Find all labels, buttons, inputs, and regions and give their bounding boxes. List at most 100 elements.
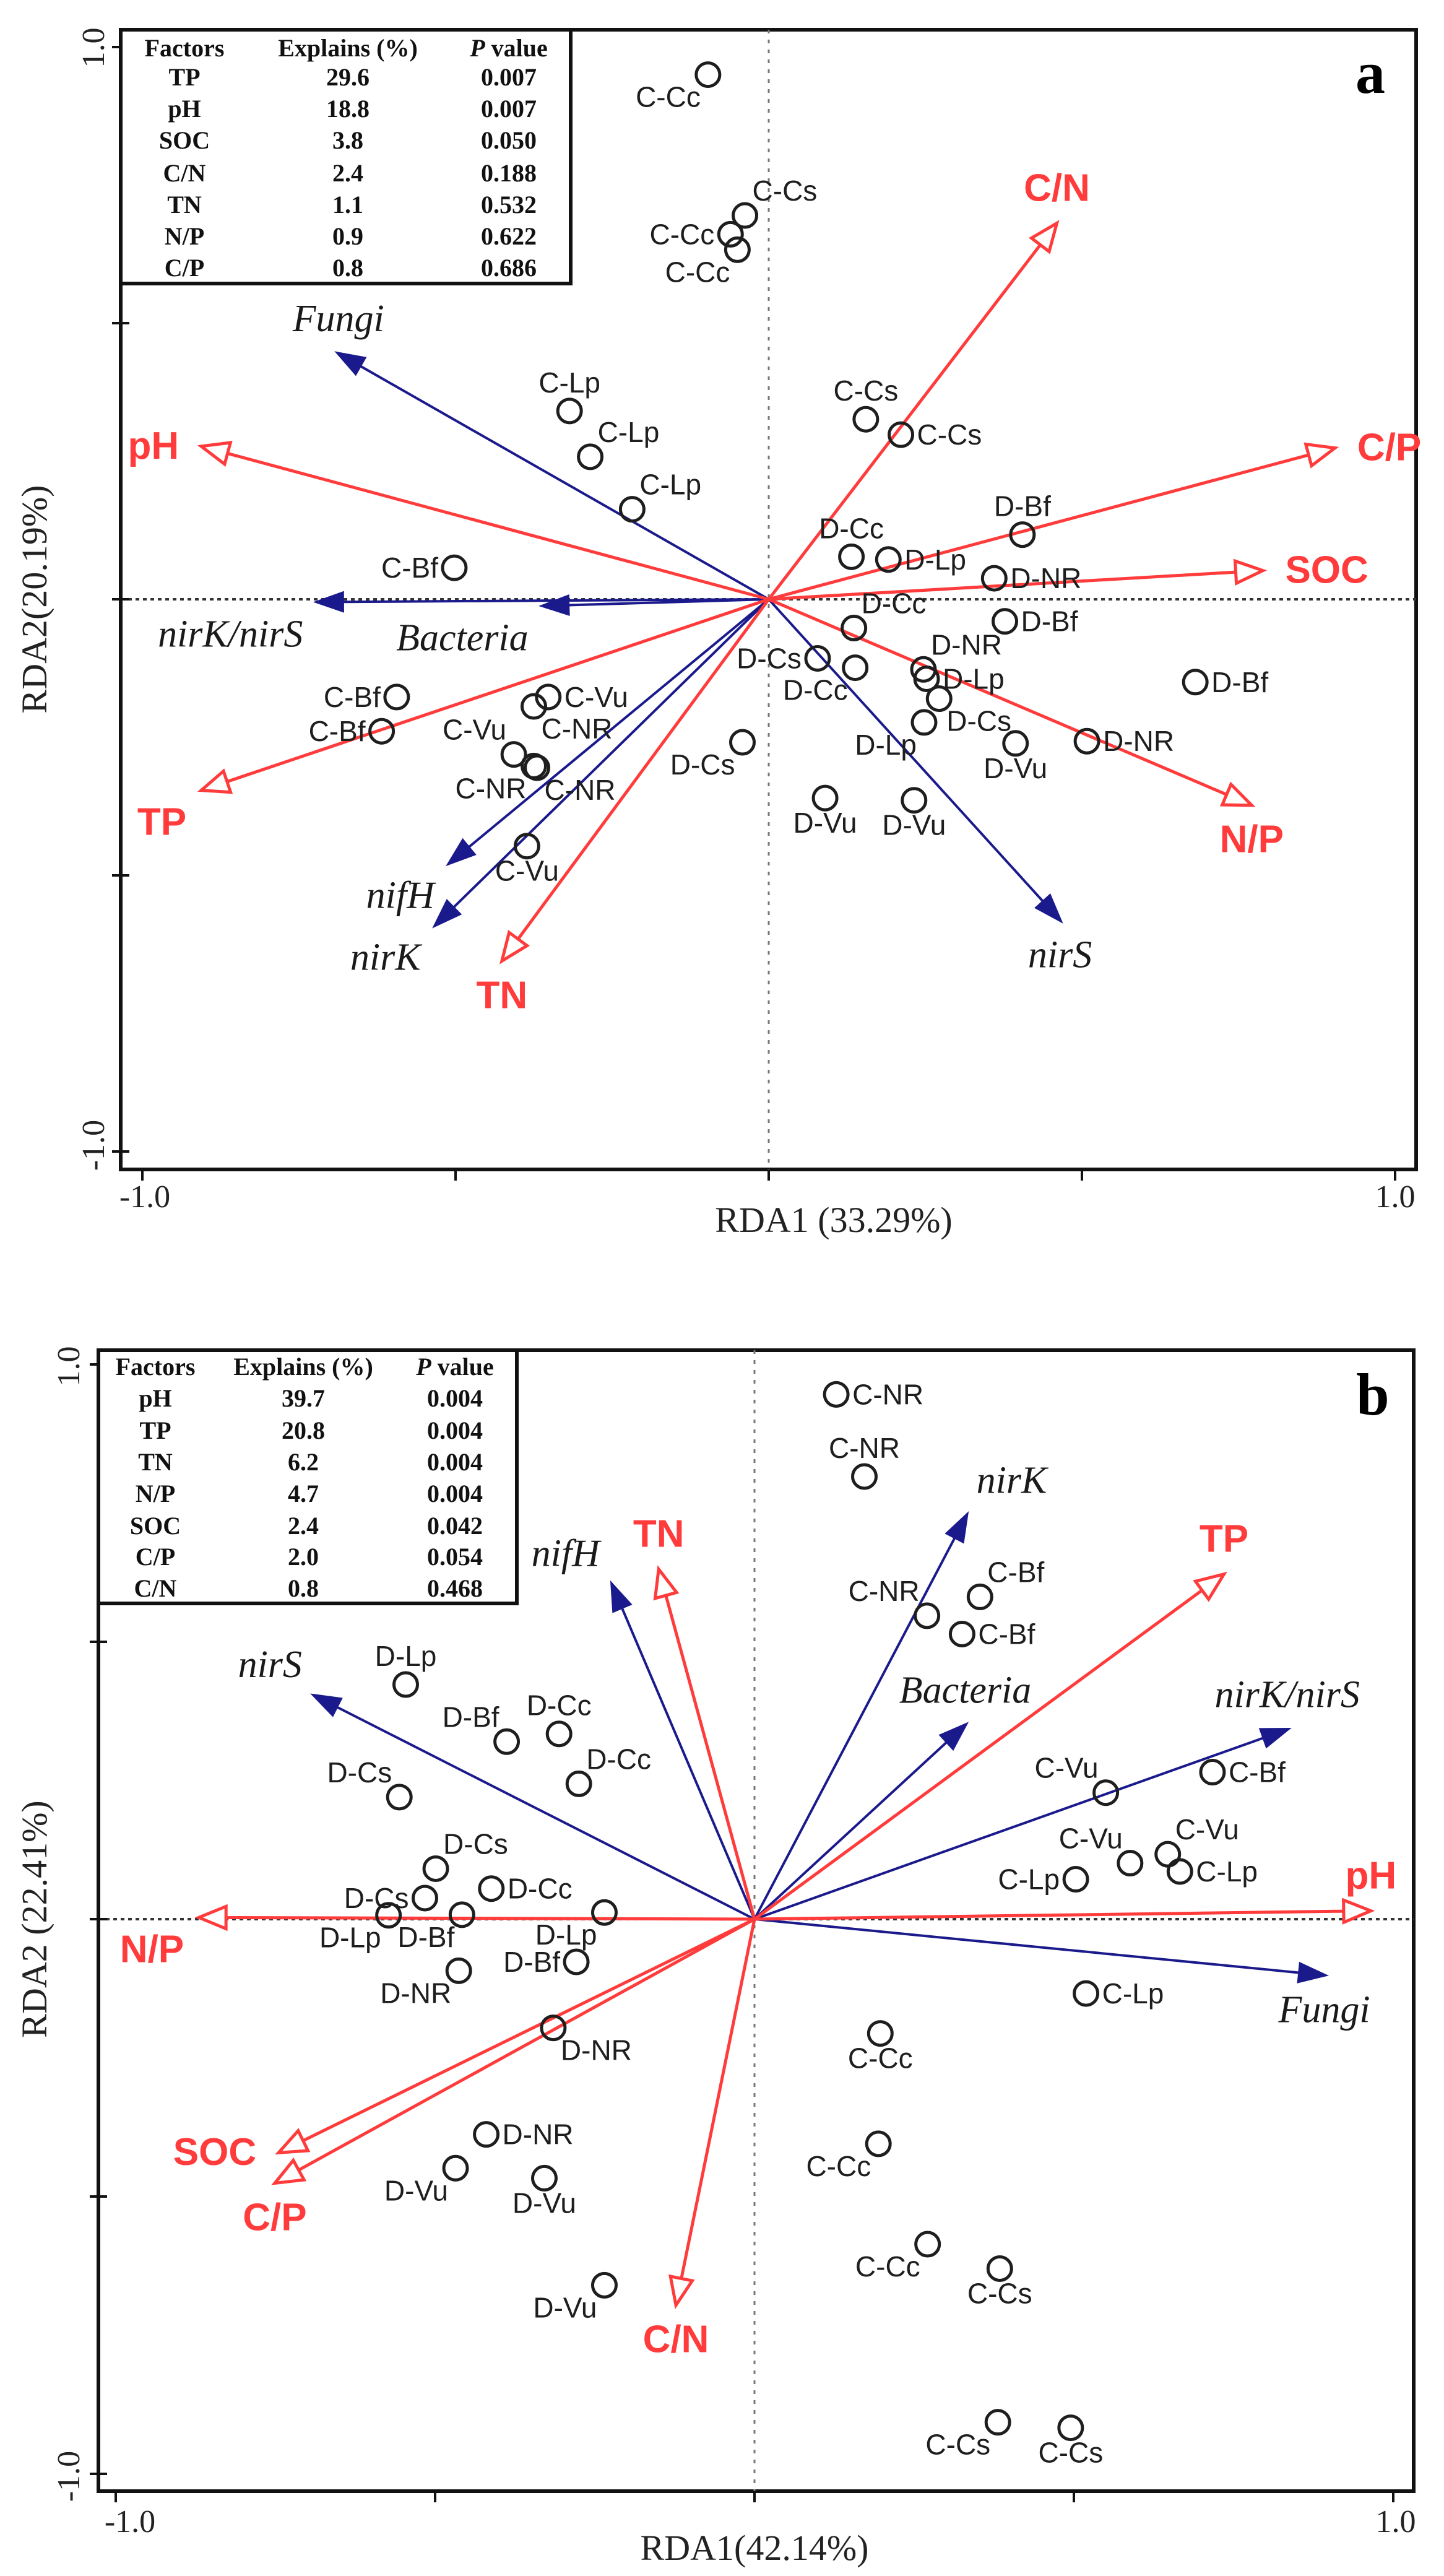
arrow-head xyxy=(432,899,462,929)
species-arrow-bacteria: Bacteria xyxy=(753,1669,1031,1920)
table-cell: TP xyxy=(168,63,200,91)
site-point: D-Lp xyxy=(875,544,966,576)
arrow-label: nirS xyxy=(1028,934,1092,976)
site-marker xyxy=(992,608,1019,635)
arrow-shaft xyxy=(342,598,769,604)
arrow-head xyxy=(938,1722,969,1751)
table-cell: 6.2 xyxy=(288,1448,319,1476)
environment-arrow-n-p: N/P xyxy=(120,1904,755,1971)
site-marker xyxy=(948,1620,975,1647)
site-label: C-Vu xyxy=(1034,1752,1098,1784)
site-marker xyxy=(966,1583,993,1610)
arrow-shaft xyxy=(753,1589,1203,1921)
table-cell: 0.050 xyxy=(481,126,537,154)
table-cell: 0.686 xyxy=(481,254,537,282)
arrow-label: SOC xyxy=(173,2131,256,2174)
arrow-shaft xyxy=(754,1737,1265,1920)
site-marker xyxy=(563,1948,590,1975)
arrow-shaft xyxy=(302,1917,756,2143)
site-label: C-Vu xyxy=(1059,1823,1123,1855)
site-marker xyxy=(914,2231,941,2258)
site-point: C-Cc xyxy=(848,2020,913,2075)
table-cell: 2.0 xyxy=(288,1543,319,1571)
arrow-shaft xyxy=(664,1595,756,1920)
table-cell: 0.8 xyxy=(332,254,363,282)
site-point: C-Lp xyxy=(1073,1977,1164,2010)
arrow-shaft xyxy=(754,1909,1344,1921)
site-point: D-Cc xyxy=(565,1743,651,1797)
site-label: C-Cc xyxy=(665,256,730,288)
site-label: C-Vu xyxy=(564,681,628,713)
site-marker xyxy=(473,2121,500,2148)
species-arrow-nifh: nifH xyxy=(532,1533,756,1920)
site-label: C-Vu xyxy=(1175,1813,1239,1845)
site-label: C-NR xyxy=(545,774,616,806)
arrow-label: C/N xyxy=(643,2318,709,2361)
site-marker xyxy=(986,2255,1013,2282)
arrow-head xyxy=(334,351,367,376)
site-marker xyxy=(914,1602,941,1629)
arrow-label: Fungi xyxy=(292,298,384,340)
table-cell: 20.8 xyxy=(282,1416,325,1444)
arrow-head xyxy=(446,838,477,867)
site-point: D-Cs xyxy=(670,729,756,781)
species-arrow-nirk-nirs: nirK/nirS xyxy=(754,1674,1360,1920)
arrow-label: nirK/nirS xyxy=(158,613,303,655)
site-point: D-NR xyxy=(910,628,1002,683)
site-label: D-Vu xyxy=(793,807,857,839)
site-marker xyxy=(500,741,527,768)
site-point: C-Bf xyxy=(1199,1756,1286,1789)
arrow-label: C/P xyxy=(243,2196,306,2239)
table-cell: 0.007 xyxy=(481,63,537,91)
site-point: C-Cs xyxy=(833,375,898,433)
arrow-head xyxy=(1297,1961,1329,1984)
site-label: D-Vu xyxy=(882,809,946,841)
site-marker xyxy=(852,405,880,433)
site-marker xyxy=(478,1875,505,1902)
site-marker xyxy=(980,565,1008,592)
site-marker xyxy=(875,546,902,573)
x-tick-label: -1.0 xyxy=(105,2504,155,2539)
site-marker xyxy=(804,644,831,672)
site-label: D-NR xyxy=(931,628,1002,661)
site-point: D-NR xyxy=(1073,725,1174,757)
table-cell: 0.042 xyxy=(427,1512,483,1540)
site-point: D-Cs xyxy=(327,1756,413,1811)
table-cell: N/P xyxy=(136,1480,175,1507)
arrow-head xyxy=(197,768,233,794)
table-cell: 0.188 xyxy=(481,159,537,187)
site-point: D-Cs xyxy=(925,685,1011,737)
site-marker xyxy=(1166,1858,1193,1885)
environment-arrow-tn: TN xyxy=(633,1513,756,1920)
arrow-head xyxy=(945,1511,969,1544)
site-marker xyxy=(535,683,562,711)
site-label: D-Cs xyxy=(737,642,802,674)
site-point: D-NR xyxy=(380,1957,472,2009)
table-cell: 0.622 xyxy=(481,222,537,250)
site-label: C-Bf xyxy=(987,1556,1044,1588)
arrow-label: C/P xyxy=(1357,427,1421,469)
site-marker xyxy=(1117,1850,1144,1877)
site-marker xyxy=(841,614,868,641)
table-cell: TN xyxy=(167,191,202,219)
site-point: D-Cs xyxy=(422,1828,508,1882)
arrow-shaft xyxy=(768,453,1309,601)
site-marker xyxy=(1154,1841,1182,1868)
arrow-head xyxy=(610,1580,633,1613)
site-label: D-NR xyxy=(561,2034,632,2066)
table-cell: 4.7 xyxy=(288,1480,319,1507)
site-label: D-Cc xyxy=(508,1873,573,1905)
table-cell: pH xyxy=(168,95,201,123)
arrow-label: nifH xyxy=(366,874,436,916)
site-point: D-NR xyxy=(540,2014,632,2066)
site-point: D-Bf xyxy=(1182,666,1268,698)
site-point: C-Cs xyxy=(925,2409,1011,2461)
species-arrow-fungi: Fungi xyxy=(292,298,769,601)
site-marker xyxy=(1073,727,1100,755)
arrow-label: Fungi xyxy=(1278,1988,1370,2031)
site-label: D-Cs xyxy=(443,1828,508,1860)
environment-arrow-ph: pH xyxy=(128,425,769,601)
table-cell: 3.8 xyxy=(332,126,363,154)
site-label: C-Vu xyxy=(443,714,506,746)
arrow-shaft xyxy=(452,598,770,909)
